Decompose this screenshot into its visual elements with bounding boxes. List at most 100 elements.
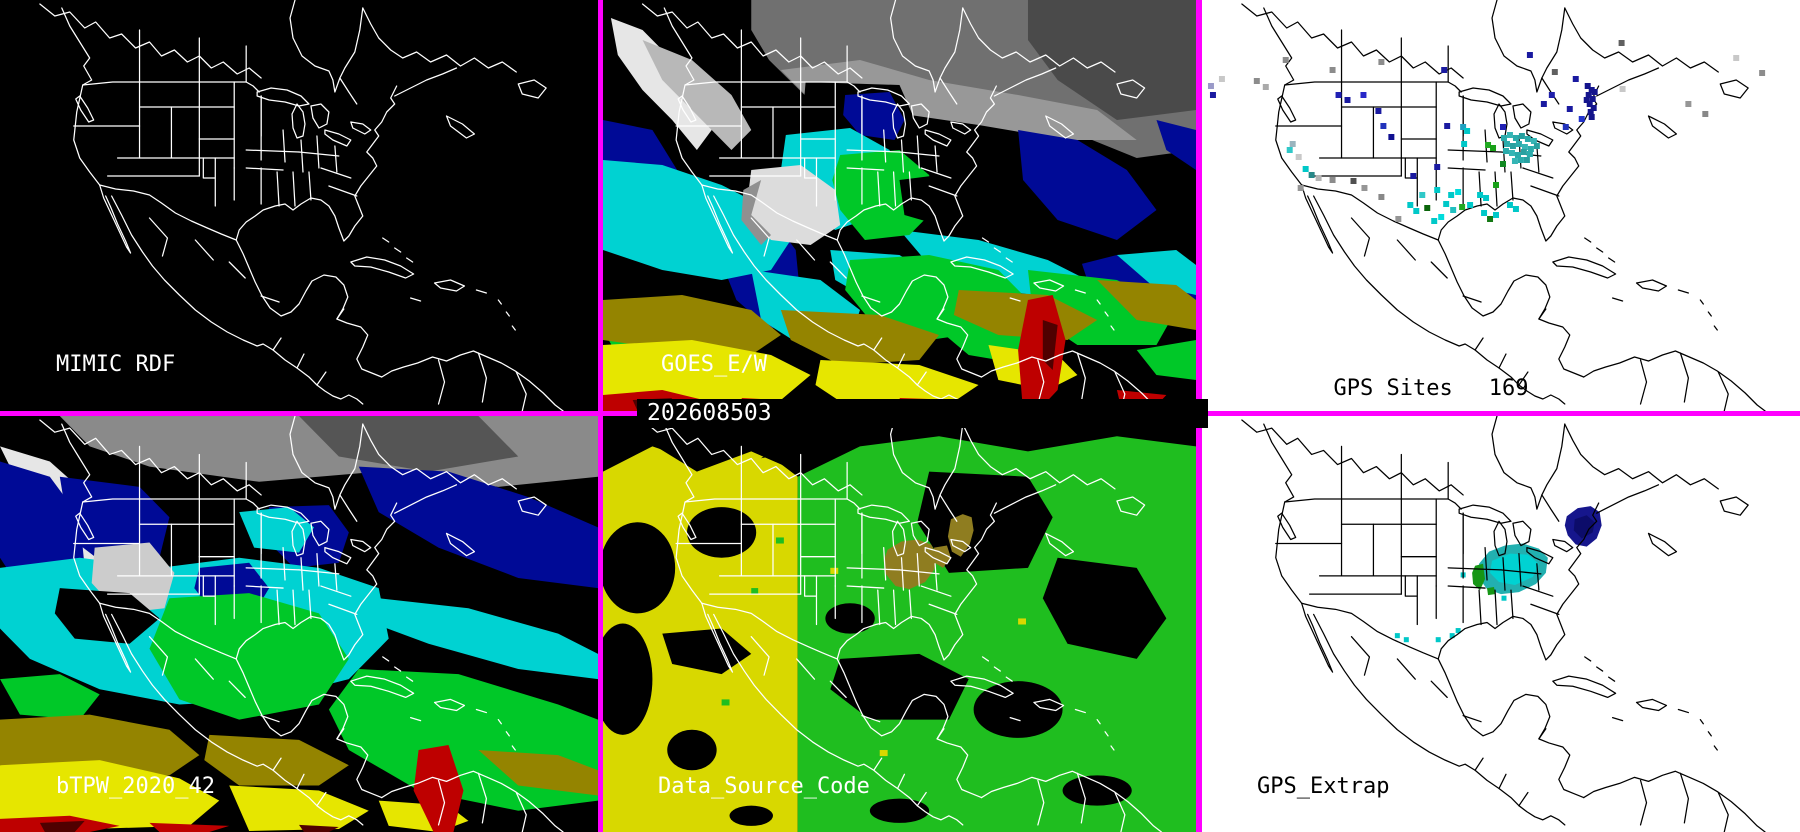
gps-site-dot (1572, 76, 1579, 82)
panel-gps-sites: GPS Sites 169 (1202, 0, 1800, 411)
gps-site-dot (1509, 143, 1516, 149)
gps-extrap-patches (1394, 506, 1602, 643)
gps-extrap-blob (1573, 515, 1595, 539)
source-code-imagery (603, 416, 1196, 832)
mimic-rdf-map (39, 0, 564, 411)
gps-site-dot (1262, 84, 1269, 90)
gps-sites-label: GPS Sites (1333, 376, 1453, 401)
gps-site-dot (1526, 151, 1533, 157)
gps-extrap-map (1241, 416, 1766, 832)
gps-site-dot (1562, 124, 1569, 130)
gps-extrap-dot (1394, 633, 1400, 639)
gps-site-dot (1530, 138, 1537, 144)
gps-site-dot (1515, 141, 1522, 147)
gps-site-dot (1506, 132, 1513, 138)
gps-site-dot (1518, 133, 1525, 139)
gps-site-dot (1501, 135, 1507, 141)
gps-site-dot (1490, 145, 1497, 151)
gps-site-dot (1295, 154, 1302, 160)
gps-site-dot (1493, 182, 1500, 188)
gps-site-dot (1315, 175, 1322, 181)
gps-site-dot (1424, 205, 1431, 211)
panel-label-goes-ew: GOES_E/W (661, 352, 767, 377)
panel-label-btpw: bTPW_2020_42 (56, 774, 215, 799)
gps-site-dot (1361, 185, 1368, 191)
gps-site-dot (1380, 123, 1387, 129)
gps-site-dot (1485, 142, 1492, 148)
gps-site-dot (1459, 204, 1466, 210)
gps-site-dot (1587, 109, 1594, 115)
gps-extrap-blob (1490, 553, 1539, 586)
gps-site-dot (1702, 111, 1709, 117)
gps-site-dot (1335, 92, 1342, 98)
gps-site-dot (1413, 208, 1420, 214)
panel-mimic-rdf: MIMIC RDF (0, 0, 598, 411)
gps-site-dot (1533, 143, 1540, 149)
gps-site-dot (1521, 144, 1528, 150)
gps-extrap-blob (1472, 563, 1486, 591)
timestamp-text: 202608503 (647, 400, 772, 426)
panel-gps-extrap: GPS_Extrap (1202, 416, 1800, 832)
gps-site-dot (1487, 216, 1494, 222)
data-source-map (603, 416, 1196, 832)
gps-site-dot (1289, 141, 1296, 147)
gps-site-dot (1302, 166, 1309, 172)
gps-site-dot (1308, 172, 1315, 178)
gps-site-dot (1395, 216, 1402, 222)
gps-site-dot (1297, 185, 1304, 191)
gps-site-dot (1583, 97, 1590, 103)
gps-site-dot (1511, 158, 1518, 164)
gps-site-markers (1207, 40, 1766, 224)
panel-label-gps-extrap: GPS_Extrap (1257, 774, 1390, 799)
gps-site-dot (1759, 70, 1766, 76)
gps-site-dot (1524, 136, 1531, 142)
gps-site-dot (1350, 178, 1357, 184)
gps-site-dot (1467, 202, 1474, 208)
gps-site-dot (1460, 124, 1467, 130)
gps-site-dot (1218, 76, 1225, 82)
gps-site-dot (1566, 106, 1573, 112)
gps-site-dot (1590, 105, 1597, 111)
tpw-imagery (603, 0, 1196, 411)
gps-site-dot (1461, 141, 1468, 147)
gps-site-dot (1388, 134, 1395, 140)
gps-site-dot (1441, 67, 1448, 73)
gps-site-dot (1286, 147, 1293, 153)
gps-site-dot (1500, 124, 1506, 130)
gps-site-dot (1506, 202, 1513, 208)
gps-sites-count: 169 (1488, 376, 1529, 401)
gps-site-dot (1329, 67, 1336, 73)
gps-site-dot (1503, 141, 1510, 147)
panel-btpw: bTPW_2020_42 (0, 416, 598, 832)
gps-site-dot (1438, 214, 1445, 220)
gps-site-dot (1733, 55, 1740, 61)
gps-site-dot (1483, 195, 1490, 201)
gps-sites-map (1207, 0, 1766, 411)
gps-site-dot (1455, 189, 1462, 195)
gps-site-dot (1512, 135, 1519, 141)
gps-site-dot (1508, 150, 1515, 156)
gps-site-dot (1585, 92, 1592, 98)
gps-extrap-dot (1403, 637, 1409, 643)
gps-site-dot (1209, 92, 1216, 98)
gps-site-dot (1548, 92, 1555, 98)
gps-site-dot (1419, 192, 1426, 198)
gps-site-dot (1523, 157, 1530, 163)
gps-site-dot (1282, 57, 1289, 63)
gps-site-dot (1584, 83, 1591, 89)
gps-site-dot (1578, 116, 1585, 122)
gps-site-dot (1450, 207, 1457, 213)
gps-site-dot (1344, 97, 1351, 103)
gps-site-dot (1378, 194, 1385, 200)
gps-site-dot (1493, 212, 1500, 218)
gps-site-dot (1685, 101, 1692, 107)
panel-goes-ew: GOES_E/W (603, 0, 1196, 411)
gps-extrap-dot (1449, 633, 1455, 639)
gps-site-dot (1586, 101, 1593, 107)
gps-site-dot (1444, 123, 1451, 129)
gps-extrap-blob (1487, 587, 1496, 596)
gps-site-dot (1526, 52, 1533, 58)
panel-data-source-code: Data_Source_Code (603, 416, 1196, 832)
gps-site-dot (1619, 86, 1626, 92)
